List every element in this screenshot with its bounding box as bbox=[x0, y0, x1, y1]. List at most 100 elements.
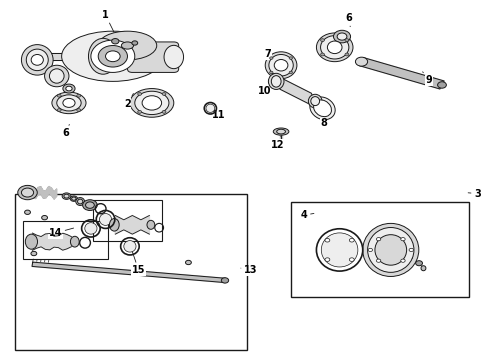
Ellipse shape bbox=[18, 185, 37, 200]
Ellipse shape bbox=[26, 49, 48, 71]
Ellipse shape bbox=[44, 65, 69, 87]
Text: 1: 1 bbox=[102, 10, 114, 32]
Ellipse shape bbox=[268, 54, 293, 76]
Ellipse shape bbox=[344, 39, 348, 41]
Ellipse shape bbox=[130, 89, 173, 117]
Ellipse shape bbox=[31, 54, 43, 65]
Polygon shape bbox=[33, 190, 36, 199]
Text: 8: 8 bbox=[320, 114, 326, 128]
Polygon shape bbox=[32, 262, 225, 283]
Text: 6: 6 bbox=[344, 13, 351, 27]
Ellipse shape bbox=[376, 259, 380, 262]
Text: 5: 5 bbox=[397, 240, 411, 258]
Bar bbox=[22, 221, 108, 259]
Bar bbox=[93, 200, 161, 241]
Ellipse shape bbox=[288, 57, 292, 59]
Ellipse shape bbox=[84, 223, 97, 234]
Ellipse shape bbox=[336, 33, 346, 40]
Ellipse shape bbox=[24, 210, 30, 215]
Ellipse shape bbox=[91, 40, 135, 72]
Ellipse shape bbox=[308, 94, 322, 108]
Ellipse shape bbox=[162, 93, 165, 95]
Ellipse shape bbox=[70, 236, 79, 247]
Ellipse shape bbox=[408, 248, 413, 252]
Ellipse shape bbox=[162, 111, 165, 113]
Polygon shape bbox=[27, 186, 30, 196]
Polygon shape bbox=[32, 233, 71, 250]
Ellipse shape bbox=[274, 59, 287, 71]
Ellipse shape bbox=[72, 197, 76, 200]
Ellipse shape bbox=[98, 45, 127, 67]
Text: 14: 14 bbox=[48, 228, 74, 238]
Ellipse shape bbox=[138, 93, 142, 95]
Text: 9: 9 bbox=[422, 72, 431, 85]
Ellipse shape bbox=[271, 76, 281, 87]
Ellipse shape bbox=[264, 52, 296, 79]
Ellipse shape bbox=[77, 109, 81, 112]
Ellipse shape bbox=[31, 251, 37, 256]
Ellipse shape bbox=[309, 97, 334, 120]
Ellipse shape bbox=[111, 39, 119, 44]
Ellipse shape bbox=[88, 39, 118, 74]
Ellipse shape bbox=[63, 84, 75, 93]
Ellipse shape bbox=[82, 200, 97, 211]
Ellipse shape bbox=[132, 41, 138, 45]
Text: 13: 13 bbox=[241, 265, 257, 275]
Text: 6: 6 bbox=[62, 125, 69, 138]
Ellipse shape bbox=[77, 94, 81, 97]
Ellipse shape bbox=[316, 33, 352, 62]
Polygon shape bbox=[44, 53, 91, 60]
Text: 7: 7 bbox=[264, 49, 276, 63]
Polygon shape bbox=[51, 188, 54, 199]
Text: 12: 12 bbox=[270, 137, 284, 150]
Ellipse shape bbox=[205, 104, 214, 112]
Ellipse shape bbox=[367, 228, 413, 273]
Ellipse shape bbox=[66, 86, 72, 91]
Ellipse shape bbox=[98, 31, 157, 60]
Ellipse shape bbox=[327, 41, 341, 54]
Ellipse shape bbox=[367, 248, 372, 252]
Ellipse shape bbox=[163, 45, 183, 69]
Ellipse shape bbox=[400, 259, 405, 262]
Ellipse shape bbox=[135, 91, 168, 114]
Ellipse shape bbox=[21, 188, 34, 197]
Ellipse shape bbox=[374, 235, 406, 265]
Ellipse shape bbox=[99, 213, 111, 225]
Ellipse shape bbox=[109, 219, 119, 231]
Ellipse shape bbox=[138, 111, 142, 113]
FancyBboxPatch shape bbox=[127, 42, 178, 72]
Polygon shape bbox=[115, 216, 149, 234]
Ellipse shape bbox=[25, 234, 38, 249]
Polygon shape bbox=[30, 186, 33, 197]
Ellipse shape bbox=[63, 98, 75, 107]
Polygon shape bbox=[49, 186, 51, 195]
Ellipse shape bbox=[288, 71, 292, 74]
Ellipse shape bbox=[142, 96, 161, 110]
Ellipse shape bbox=[70, 196, 77, 201]
Ellipse shape bbox=[123, 240, 136, 252]
Ellipse shape bbox=[420, 266, 425, 271]
Ellipse shape bbox=[325, 238, 329, 242]
Ellipse shape bbox=[325, 258, 329, 261]
Ellipse shape bbox=[362, 224, 418, 276]
Ellipse shape bbox=[313, 100, 331, 117]
Ellipse shape bbox=[62, 193, 71, 199]
Ellipse shape bbox=[21, 45, 53, 75]
Ellipse shape bbox=[221, 278, 228, 283]
Ellipse shape bbox=[76, 198, 84, 206]
Ellipse shape bbox=[61, 31, 163, 81]
Ellipse shape bbox=[320, 39, 324, 41]
Text: 4: 4 bbox=[300, 210, 313, 220]
Ellipse shape bbox=[310, 96, 319, 105]
Text: 15: 15 bbox=[132, 252, 145, 275]
Ellipse shape bbox=[121, 42, 133, 49]
Polygon shape bbox=[54, 189, 57, 199]
Ellipse shape bbox=[185, 260, 191, 265]
Bar bbox=[15, 194, 246, 350]
Text: 10: 10 bbox=[258, 82, 273, 96]
Text: 2: 2 bbox=[124, 94, 133, 109]
Polygon shape bbox=[272, 73, 319, 109]
Ellipse shape bbox=[57, 94, 61, 97]
Ellipse shape bbox=[52, 92, 86, 114]
Ellipse shape bbox=[147, 220, 155, 229]
